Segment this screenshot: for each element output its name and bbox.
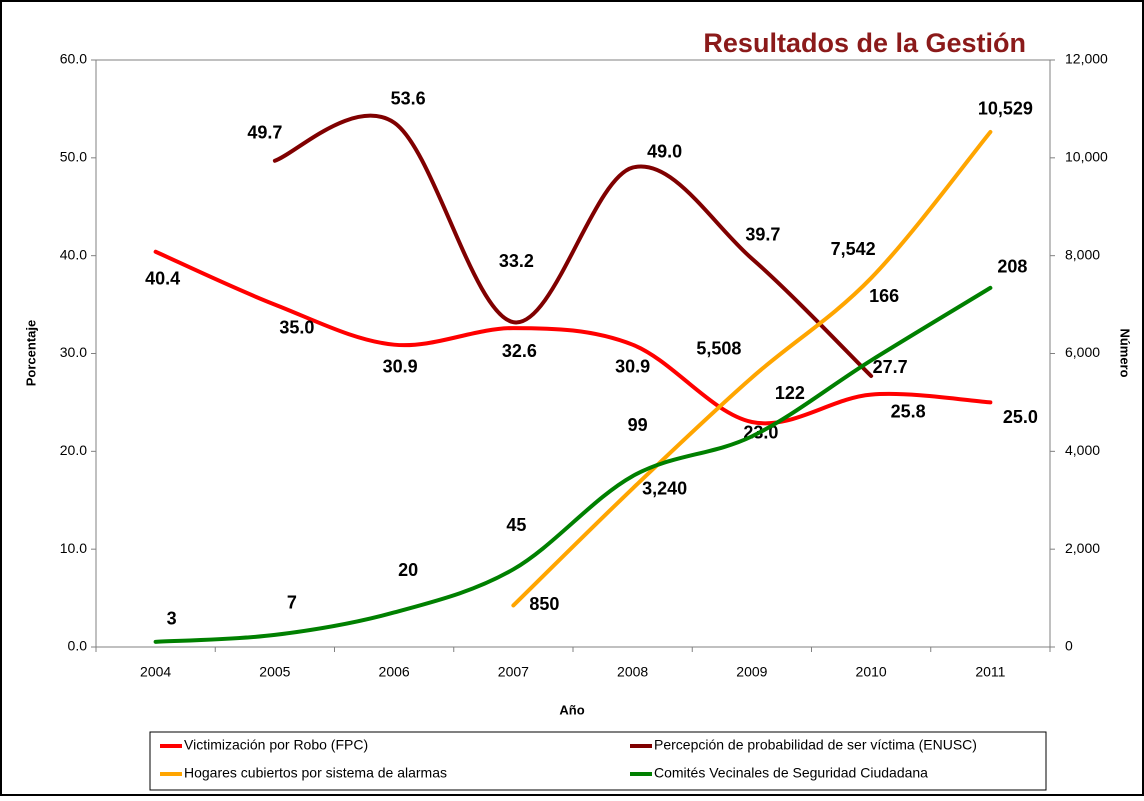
y-tick-label: 60.0 xyxy=(60,51,87,67)
data-label: 35.0 xyxy=(279,317,314,337)
data-label: 3,240 xyxy=(642,478,687,498)
data-label: 32.6 xyxy=(502,341,537,361)
y-tick-label: 20.0 xyxy=(60,442,87,458)
y-tick-label: 30.0 xyxy=(60,344,87,360)
data-label: 122 xyxy=(775,383,805,403)
chart-title: Resultados de la Gestión xyxy=(703,28,1026,58)
y2-tick-label: 4,000 xyxy=(1065,442,1100,458)
data-label: 20 xyxy=(398,560,418,580)
data-label: 45 xyxy=(506,515,526,535)
data-label: 30.9 xyxy=(615,356,650,376)
data-label: 25.8 xyxy=(891,401,926,421)
y2-tick-label: 10,000 xyxy=(1065,149,1108,165)
y2-tick-label: 8,000 xyxy=(1065,246,1100,262)
data-label: 40.4 xyxy=(145,269,180,289)
y2-tick-label: 6,000 xyxy=(1065,344,1100,360)
data-label: 850 xyxy=(529,594,559,614)
data-label: 53.6 xyxy=(391,88,426,108)
y2-tick-label: 2,000 xyxy=(1065,540,1100,556)
data-label: 3 xyxy=(167,609,177,629)
series-line xyxy=(153,249,993,426)
x-tick-label: 2010 xyxy=(856,664,887,680)
series-line xyxy=(511,129,993,608)
y-tick-label: 10.0 xyxy=(60,540,87,556)
x-tick-label: 2004 xyxy=(140,664,171,680)
y-axis-label: Porcentaje xyxy=(23,320,38,386)
data-label: 49.7 xyxy=(247,123,282,143)
x-tick-label: 2007 xyxy=(498,664,529,680)
data-label: 30.9 xyxy=(383,356,418,376)
data-label: 99 xyxy=(628,415,648,435)
data-label: 49.0 xyxy=(647,141,682,161)
data-label: 33.2 xyxy=(499,251,534,271)
data-label: 39.7 xyxy=(745,224,780,244)
y2-tick-label: 12,000 xyxy=(1065,51,1108,67)
data-label: 208 xyxy=(997,257,1027,277)
x-tick-label: 2005 xyxy=(259,664,290,680)
data-label: 10,529 xyxy=(978,99,1033,119)
y-tick-label: 50.0 xyxy=(60,149,87,165)
data-label: 5,508 xyxy=(696,338,741,358)
series-line xyxy=(153,285,993,644)
y2-axis-label: Número xyxy=(1118,328,1133,377)
data-label: 27.7 xyxy=(873,357,908,377)
legend-label: Percepción de probabilidad de ser víctim… xyxy=(654,737,977,753)
data-label: 7,542 xyxy=(831,239,876,259)
y-tick-label: 0.0 xyxy=(68,638,88,654)
legend-box xyxy=(149,731,1047,791)
data-label: 166 xyxy=(869,286,899,306)
x-tick-label: 2006 xyxy=(379,664,410,680)
data-label: 7 xyxy=(287,593,297,613)
data-label: 25.0 xyxy=(1003,407,1038,427)
y2-tick-label: 0 xyxy=(1065,638,1073,654)
x-tick-label: 2011 xyxy=(975,664,1005,680)
series-line xyxy=(272,113,874,379)
x-tick-label: 2009 xyxy=(736,664,767,680)
y-tick-label: 40.0 xyxy=(60,246,87,262)
legend-label: Hogares cubiertos por sistema de alarmas xyxy=(184,765,447,781)
x-axis-label: Año xyxy=(559,702,584,717)
legend-label: Comités Vecinales de Seguridad Ciudadana xyxy=(654,765,928,781)
legend-label: Victimización por Robo (FPC) xyxy=(184,737,368,753)
x-tick-label: 2008 xyxy=(617,664,648,680)
